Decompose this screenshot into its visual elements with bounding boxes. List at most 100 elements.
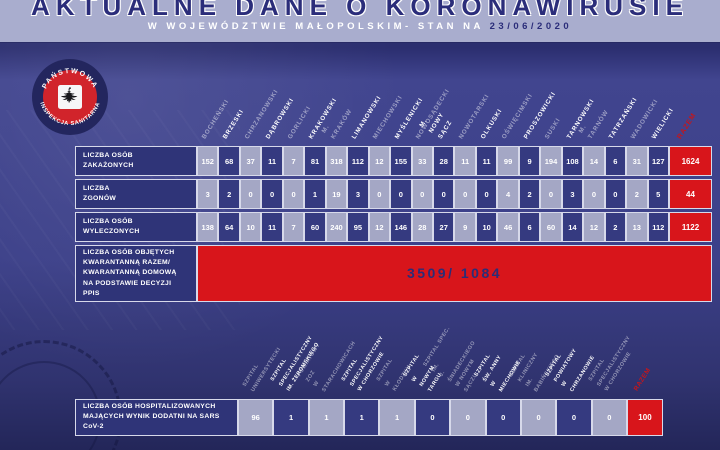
value-cell: 60 [540, 212, 562, 242]
header-spacer [75, 56, 197, 144]
row-label: LICZBA OSÓB HOSPITALIZOWANYCH MAJĄCYCH W… [75, 399, 238, 436]
value-cell: 81 [304, 146, 326, 176]
district-header-row: BOCHEŃSKI BRZESKI CHRZANOWSKI DĄBROWSKI GORL… [75, 56, 712, 144]
table-row-recovered: LICZBA OSÓB WYLECZONYCH 138 64 10 11 7 60 240 9… [75, 212, 712, 242]
value-cell: 11 [261, 212, 283, 242]
value-cell: 4 [497, 179, 519, 209]
value-cell: 95 [347, 212, 369, 242]
value-cell: 1 [304, 179, 326, 209]
hospital-column-header: SZPITAL SPEC. IM. J. ŚNIADECKIEGO W NOWY… [422, 298, 485, 396]
district-column-header: TATRZAŃSKI [605, 56, 639, 144]
total-cell: 44 [669, 179, 712, 209]
value-cell: 10 [239, 212, 262, 242]
district-column-header: DĄBROWSKI [261, 56, 296, 144]
value-cell: 1 [379, 399, 415, 436]
district-column-header: GORLICKI [283, 56, 312, 144]
table-row-quarantine: LICZBA OSÓB OBJĘTYCH KWARANTANNĄ RAZEM/ … [75, 245, 712, 302]
value-cell: 0 [368, 179, 391, 209]
status-date: 23/06/2020 [489, 21, 573, 32]
value-cell: 0 [475, 179, 498, 209]
value-cell: 0 [261, 179, 283, 209]
value-cell: 19 [325, 179, 348, 209]
value-cell: 2 [626, 179, 648, 209]
table-row-infections: LICZBA OSÓB ZAKAŻONYCH 152 68 37 11 7 81 318 11… [75, 146, 712, 176]
hospital-column-header: SZPITAL KLINICZNY IM. BABIŃSKIEGO [509, 298, 561, 396]
hospital-column-header: SZPITAL ŚW. ANNY W MIECHOWIE [474, 298, 522, 396]
table-row-deaths: LICZBA ZGONÓW 3 2 0 0 0 1 19 3 0 0 0 0 0 0 4 2 0 3 0 0 2 5 44 [75, 179, 712, 209]
value-cell: 0 [411, 179, 433, 209]
value-cell: 28 [411, 212, 433, 242]
district-column-header: M. TARNÓW [577, 56, 610, 144]
value-cell: 0 [454, 179, 476, 209]
value-cell: 7 [282, 146, 305, 176]
total-cell: 100 [626, 399, 663, 436]
district-column-header: LIMANOWSKI [347, 56, 383, 144]
district-column-header: BOCHEŃSKI [197, 56, 230, 144]
district-column-header: MIECHOWSKI [369, 56, 404, 144]
total-cell: 1624 [669, 146, 712, 176]
value-cell: 0 [591, 399, 627, 436]
row-label: LICZBA OSÓB ZAKAŻONYCH [75, 146, 197, 176]
value-cell: 0 [583, 179, 605, 209]
value-cell: 112 [347, 146, 369, 176]
value-cell: 27 [433, 212, 455, 242]
table-row-hospitalized: LICZBA OSÓB HOSPITALIZOWANYCH MAJĄCYCH W… [75, 399, 663, 436]
header-spacer [75, 298, 238, 396]
value-cell: 3 [347, 179, 369, 209]
value-cell: 1 [273, 399, 309, 436]
value-cell: 127 [647, 146, 669, 176]
value-cell: 2 [604, 212, 627, 242]
value-cell: 11 [261, 146, 283, 176]
value-cell: 46 [497, 212, 519, 242]
value-cell: 37 [239, 146, 262, 176]
district-column-header: M. KRAKÓW [320, 56, 353, 144]
district-column-header: OŚWIĘCIMSKI [497, 56, 535, 144]
value-cell: 9 [518, 146, 541, 176]
value-cell: 0 [390, 179, 412, 209]
value-cell: 12 [368, 146, 391, 176]
district-column-header: WADOWICKI [626, 56, 660, 144]
value-cell: 14 [583, 146, 605, 176]
district-column-header: WIELICKI [648, 56, 676, 144]
value-cell: 13 [626, 212, 648, 242]
hospital-column-header: SZPITAL SPECJALISTYCZNY IM. ŻEROMSKIEGO [269, 298, 320, 396]
value-cell: 6 [604, 146, 627, 176]
row-label: LICZBA ZGONÓW [75, 179, 197, 209]
value-cell: 7 [282, 212, 305, 242]
value-cell: 14 [561, 212, 584, 242]
hospital-column-header: POWIATOWY ZOZ W STARACHOWICACH [297, 298, 357, 396]
hospital-column-header: SZPITAL W KŁODZKU [375, 298, 414, 396]
value-cell: 155 [390, 146, 412, 176]
value-cell: 11 [475, 146, 498, 176]
value-cell: 0 [282, 179, 305, 209]
value-cell: 2 [218, 179, 240, 209]
value-cell: 1 [308, 399, 345, 436]
hospital-column-header: SZPITAL SPECJALISTYCZNY W CHORZOWIE [340, 298, 385, 396]
district-column-header: SUSKI [540, 56, 562, 144]
district-column-header: BRZESKI [218, 56, 246, 144]
value-cell: 0 [433, 179, 455, 209]
value-cell: 2 [518, 179, 541, 209]
value-cell: 318 [325, 146, 348, 176]
value-cell: 1 [344, 399, 380, 436]
value-cell: 68 [218, 146, 240, 176]
value-cell: 31 [626, 146, 648, 176]
value-cell: 112 [647, 212, 669, 242]
value-cell: 60 [304, 212, 326, 242]
quarantine-label: LICZBA OSÓB OBJĘTYCH KWARANTANNĄ RAZEM/ … [75, 245, 197, 302]
value-cell: 0 [604, 179, 627, 209]
hospital-column-header: SZPITAL SPECJALISTYCZNY W CHORZOWIE [588, 298, 633, 396]
subtitle: W WOJEWÓDZTWIE MAŁOPOLSKIM- STAN NA 23/0… [0, 21, 720, 32]
value-cell: 146 [390, 212, 412, 242]
value-cell: 108 [561, 146, 584, 176]
value-cell: 0 [485, 399, 521, 436]
value-cell: 28 [433, 146, 455, 176]
value-cell: 0 [540, 179, 562, 209]
hospital-header-row: SZPITAL UNIWERSYTECKI SZPITAL SPECJALISTY… [75, 298, 663, 396]
value-cell: 10 [475, 212, 498, 242]
value-cell: 3 [197, 179, 219, 209]
title-band: AKTUALNE DANE O KORONAWIRUSIE W WOJEWÓDZ… [0, 0, 720, 42]
value-cell: 0 [450, 399, 486, 436]
page-title: AKTUALNE DANE O KORONAWIRUSIE [31, 0, 689, 21]
value-cell: 3 [561, 179, 584, 209]
